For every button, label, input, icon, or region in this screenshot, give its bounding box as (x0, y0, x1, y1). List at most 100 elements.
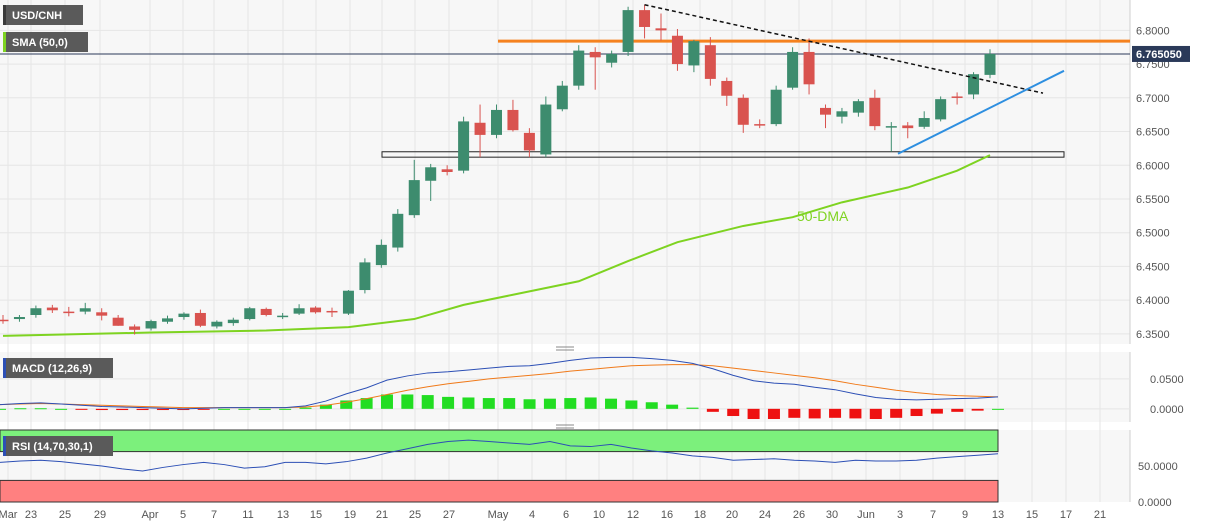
candle (392, 209, 404, 252)
rsi-overbought-zone (0, 429, 999, 453)
candle-body (79, 308, 91, 312)
candle (655, 13, 667, 41)
sma-50-line (2, 154, 991, 337)
candle-body (671, 35, 683, 65)
candle (227, 317, 239, 326)
macd-histogram-bar (14, 408, 27, 410)
macd-histogram-bar (727, 408, 740, 417)
candle-body (13, 317, 25, 320)
macd-histogram-bar (584, 397, 597, 409)
candle (342, 290, 354, 315)
macd-histogram-bar (258, 408, 271, 410)
pane-resize-handle-2[interactable] (556, 424, 574, 429)
candle-body (688, 41, 700, 66)
macd-histogram-bar (645, 402, 658, 409)
macd-histogram-bar (34, 408, 47, 410)
x-tick-label: 13 (992, 509, 1004, 521)
candle-body (112, 317, 124, 326)
candle (671, 29, 683, 71)
macd-line (0, 356, 999, 410)
x-tick-label: 20 (726, 509, 738, 521)
candle (589, 47, 601, 90)
sma-label-box[interactable]: SMA (50,0) (3, 32, 88, 52)
candle-body (902, 125, 914, 129)
pane-resize-handle-1[interactable] (556, 346, 574, 351)
candle (885, 122, 897, 152)
y-tick-label: 6.8000 (1136, 25, 1170, 37)
macd-histogram-bar (177, 408, 190, 411)
macd-histogram-bar (869, 408, 882, 420)
candle (902, 122, 914, 139)
candle-body (293, 308, 305, 314)
rsi-label-box[interactable]: RSI (14,70,30,1) (3, 436, 113, 456)
macd-histogram-bar (156, 408, 169, 411)
candle (326, 307, 338, 318)
candle-body (721, 80, 733, 96)
down-trendline (644, 3, 1044, 94)
rsi-line (0, 439, 999, 472)
candle-body (375, 244, 387, 266)
macd-histogram-bar (462, 397, 475, 409)
candle-body (178, 313, 190, 318)
candle (704, 37, 716, 86)
candle (375, 239, 387, 268)
candle (0, 314, 9, 324)
candle-body (754, 124, 766, 126)
macd-histogram-bar (197, 408, 210, 410)
candle-body (622, 10, 634, 52)
candle (491, 104, 502, 139)
candle (688, 39, 700, 73)
macd-histogram-bar (767, 408, 780, 420)
x-tick-label: 17 (1060, 509, 1072, 521)
x-tick-label: 29 (94, 509, 106, 521)
candle (951, 92, 963, 105)
candle-body (951, 96, 963, 98)
candle (13, 314, 25, 322)
y-tick-label: 0.0000 (1150, 404, 1184, 416)
macd-histogram-bar (829, 408, 842, 418)
candle-body (244, 308, 256, 320)
candle (606, 50, 618, 68)
x-axis: Mar 23 25 29 Apr 5 7 11 13 15 19 21 25 27 May 4 6 10 12 16 1… (0, 509, 1106, 521)
candle-body (556, 85, 568, 110)
candle (63, 306, 75, 317)
candle-body (885, 126, 897, 128)
candle (556, 80, 568, 112)
candle (178, 312, 190, 320)
candle (622, 6, 634, 56)
x-tick-label: 26 (793, 509, 805, 521)
candle-body (211, 321, 223, 327)
candle-body (63, 311, 75, 314)
x-tick-label: 3 (897, 509, 903, 521)
candle (836, 107, 848, 124)
macd-histogram-bar (605, 398, 618, 409)
macd-signal-line (0, 364, 999, 409)
candle (408, 159, 420, 218)
x-tick-label: 18 (694, 509, 706, 521)
macd-label-box[interactable]: MACD (12,26,9) (3, 358, 113, 378)
macd-histogram-bar (380, 394, 393, 409)
y-axis: 6.3500 6.4000 6.4500 6.5000 6.5500 6.6000 6.65… (1136, 25, 1184, 509)
x-tick-label: 24 (759, 509, 771, 521)
macd-histogram-bar (625, 400, 638, 409)
candle-body (918, 118, 930, 127)
x-tick-label: 5 (180, 509, 186, 521)
macd-histogram-bar (951, 408, 964, 412)
candle-body (803, 51, 815, 85)
candle-body (984, 53, 996, 75)
candle (770, 85, 782, 127)
x-tick-label: 15 (1026, 509, 1038, 521)
y-tick-label: 0.0500 (1150, 374, 1184, 386)
candle-body (0, 319, 9, 322)
symbol-label-box[interactable]: USD/CNH (3, 5, 83, 25)
candle (96, 308, 108, 321)
macd-histogram-bar (360, 398, 373, 409)
y-tick-label: 6.7500 (1136, 59, 1170, 71)
candle (194, 309, 206, 328)
rsi-label: RSI (14,70,30,1) (12, 441, 93, 453)
candle-body (836, 111, 848, 117)
macd-histogram-bar (543, 398, 556, 409)
candle-body (704, 45, 716, 79)
trendlines (644, 3, 1065, 155)
